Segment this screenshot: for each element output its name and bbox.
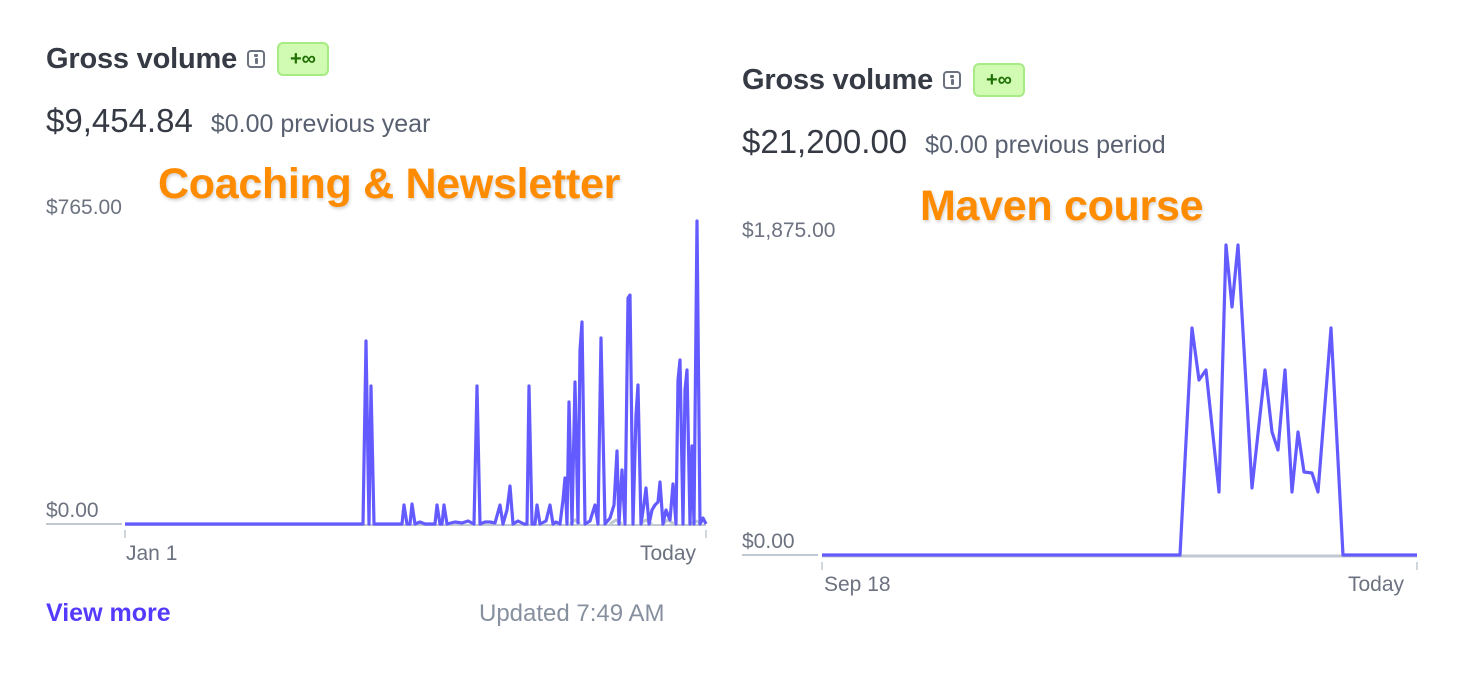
x-axis-start-label: Sep 18 [824, 573, 891, 596]
x-axis-end-label: Today [1348, 573, 1405, 596]
change-badge: +∞ [973, 63, 1025, 97]
chart-annotation-label: Coaching & Newsletter [158, 160, 621, 208]
y-axis-min-label: $0.00 [46, 499, 99, 522]
y-axis-min-label: $0.00 [742, 530, 795, 553]
updated-timestamp: Updated 7:49 AM [479, 600, 665, 627]
previous-period-amount: $0.00 previous year [210, 110, 431, 138]
gross-volume-panel-left: Gross volume +∞ $9,454.84 $0.00 previous… [0, 0, 730, 674]
title-row: Gross volume +∞ [46, 42, 329, 76]
info-icon[interactable] [943, 71, 961, 89]
gross-volume-amount: $21,200.00 [742, 123, 908, 160]
y-axis-max-label: $1,875.00 [742, 219, 836, 242]
gross-volume-series-line [125, 219, 708, 526]
chart-annotation-label: Maven course [920, 182, 1204, 230]
x-axis-start-label: Jan 1 [126, 542, 178, 565]
previous-period-amount: $0.00 previous period [925, 131, 1166, 159]
panel-title: Gross volume [46, 42, 237, 75]
previous-period-line [569, 518, 703, 526]
info-icon[interactable] [247, 50, 265, 68]
view-more-link[interactable]: View more [46, 599, 171, 627]
gross-volume-amount: $9,454.84 [46, 102, 193, 139]
panel-title: Gross volume [742, 63, 933, 96]
amount-row: $9,454.84 $0.00 previous year [46, 102, 430, 140]
amount-row: $21,200.00 $0.00 previous period [742, 123, 1166, 161]
title-row: Gross volume +∞ [742, 63, 1025, 97]
change-badge: +∞ [277, 42, 329, 76]
y-axis-max-label: $765.00 [46, 196, 122, 219]
x-axis-end-label: Today [640, 542, 697, 565]
gross-volume-series-line [822, 243, 1417, 557]
gross-volume-panel-right: Gross volume +∞ $21,200.00 $0.00 previou… [730, 0, 1462, 674]
